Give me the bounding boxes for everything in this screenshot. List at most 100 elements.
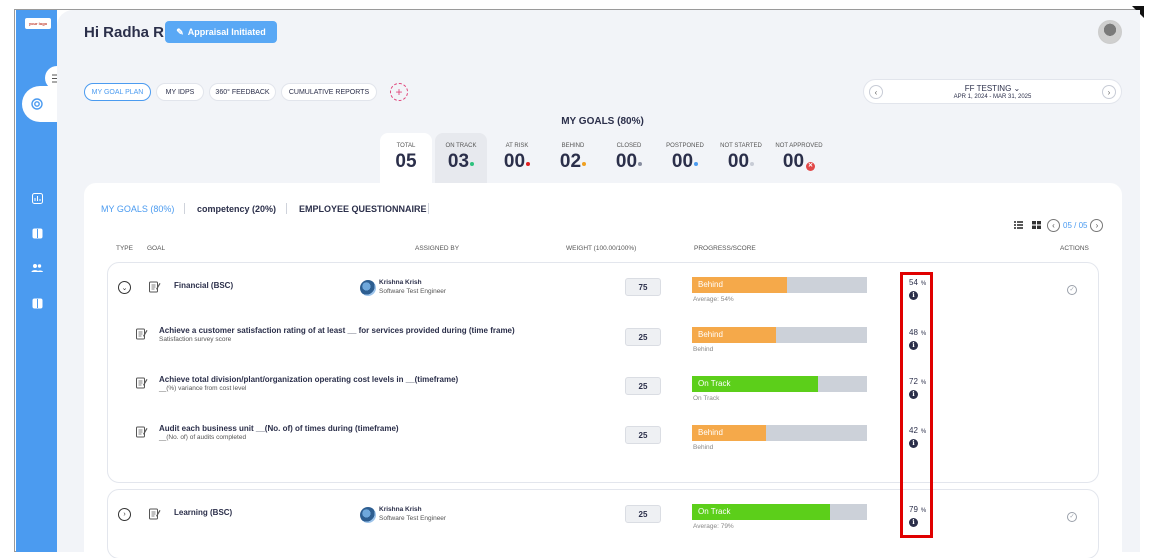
info-icon[interactable]: i xyxy=(909,518,918,527)
goal-measure: Satisfaction survey score xyxy=(159,336,232,343)
goal-group-card xyxy=(107,489,1099,558)
stat-label: NOT APPROVED xyxy=(775,143,823,149)
stat-value: 00 xyxy=(603,151,655,173)
stat-label: CLOSED xyxy=(616,143,642,149)
next-period-chevron-icon[interactable]: › xyxy=(1102,85,1116,99)
stat-postponed[interactable]: POSTPONED 00 xyxy=(659,133,711,183)
expand-chevron-icon[interactable]: › xyxy=(118,508,131,521)
stat-behind[interactable]: BEHIND 02 xyxy=(547,133,599,183)
goal-name[interactable]: Achieve a customer satisfaction rating o… xyxy=(159,326,515,335)
grid-view-icon[interactable] xyxy=(1032,221,1041,229)
edit-icon: ✎ xyxy=(176,26,184,37)
info-icon[interactable]: i xyxy=(909,291,918,300)
stat-number: 00 xyxy=(671,151,694,172)
progress-fill: Behind xyxy=(692,277,787,293)
goal-clipboard-icon xyxy=(135,376,149,390)
add-tab-plus-icon[interactable]: + xyxy=(390,83,408,101)
divider xyxy=(286,203,287,214)
stat-value: 03 xyxy=(435,151,487,173)
prev-page-chevron-icon[interactable]: ‹ xyxy=(1047,218,1060,232)
info-icon[interactable]: i xyxy=(909,439,918,448)
goal-group-name[interactable]: Learning (BSC) xyxy=(174,508,233,517)
info-icon[interactable]: i xyxy=(909,341,918,350)
book-icon[interactable] xyxy=(31,227,43,239)
section-title: MY GOALS (80%) xyxy=(561,116,644,127)
goal-name[interactable]: Achieve total division/plant/organizatio… xyxy=(159,375,459,384)
team-icon[interactable] xyxy=(31,262,43,274)
assignee-role: Software Test Engineer xyxy=(379,288,447,295)
column-progress: PROGRESS/SCORE xyxy=(694,245,756,252)
stat-value: 00 xyxy=(715,151,767,173)
stat-on-track[interactable]: ON TRACK 03 xyxy=(435,133,487,183)
stat-value: 00 xyxy=(491,151,543,173)
progress-fill: Behind xyxy=(692,425,766,441)
tab-my-idps[interactable]: MY IDPS xyxy=(156,83,204,101)
period-selector[interactable]: ‹ FF TESTING ⌄ APR 1, 2024 - MAR 31, 202… xyxy=(863,79,1122,104)
progress-bar: Behind xyxy=(692,277,867,293)
goal-clipboard-icon xyxy=(148,280,162,294)
divider xyxy=(184,203,185,214)
column-weight: WEIGHT (100.00/100%) xyxy=(566,245,637,252)
logo: your logo xyxy=(25,18,51,29)
progress-note: Average: 79% xyxy=(693,523,734,530)
assignee-avatar xyxy=(360,507,376,523)
user-avatar[interactable] xyxy=(1098,20,1122,44)
score-percent: 42% xyxy=(909,426,926,435)
score-value: 79 xyxy=(909,505,918,514)
progress-bar: On Track xyxy=(692,376,867,392)
stat-number: 00 xyxy=(503,151,526,172)
tab-my-goal-plan[interactable]: MY GOAL PLAN xyxy=(84,83,151,101)
prev-period-chevron-icon[interactable]: ‹ xyxy=(869,85,883,99)
subtab-employee-questionnaire[interactable]: EMPLOYEE QUESTIONNAIRE xyxy=(299,204,427,214)
goal-measure: __(%) variance from cost level xyxy=(159,385,247,392)
collapse-chevron-icon[interactable]: ⌄ xyxy=(118,281,131,294)
next-page-chevron-icon[interactable]: › xyxy=(1090,218,1104,232)
reports-icon[interactable] xyxy=(31,192,43,204)
score-value: 54 xyxy=(909,278,918,287)
subtab-my-goals[interactable]: MY GOALS (80%) xyxy=(101,204,175,214)
stat-number: 00 xyxy=(782,151,805,172)
tab-360-feedback[interactable]: 360° FEEDBACK xyxy=(209,83,276,101)
goal-name[interactable]: Audit each business unit __(No. of) of t… xyxy=(159,424,399,433)
progress-fill: On Track xyxy=(692,376,818,392)
not-approved-x-icon: ✕ xyxy=(806,162,816,171)
period-name[interactable]: FF TESTING ⌄ xyxy=(964,84,1021,93)
list-view-icon[interactable] xyxy=(1014,221,1023,229)
greeting: Hi Radha R xyxy=(84,24,165,41)
period-dates: APR 1, 2024 - MAR 31, 2025 xyxy=(953,94,1032,100)
score-percent: 54% xyxy=(909,278,926,287)
tab-cumulative-reports[interactable]: CUMULATIVE REPORTS xyxy=(281,83,377,101)
weight-value: 75 xyxy=(625,278,661,296)
appraisal-status-button[interactable]: ✎ Appraisal Initiated xyxy=(165,21,277,43)
progress-fill: On Track xyxy=(692,504,831,520)
assignee-name: Krishna Krish xyxy=(379,506,422,513)
status-dot-icon xyxy=(750,162,755,166)
goal-clipboard-icon xyxy=(148,507,162,521)
stat-not-approved[interactable]: NOT APPROVED 00 ✕ xyxy=(771,133,827,183)
pagination: ‹ 05 / 05 › xyxy=(1047,218,1109,232)
document-icon[interactable] xyxy=(31,297,43,309)
stat-label: NOT STARTED xyxy=(720,143,762,149)
percent-sign: % xyxy=(920,281,927,287)
complete-check-icon[interactable]: ✓ xyxy=(1067,285,1077,295)
stat-value: 00 xyxy=(659,151,711,173)
stat-total[interactable]: TOTAL 05 xyxy=(380,133,432,183)
stat-not-started[interactable]: NOT STARTED 00 xyxy=(715,133,767,183)
score-percent: 48% xyxy=(909,328,926,337)
stat-label: POSTPONED xyxy=(666,143,704,149)
progress-note: Average: 54% xyxy=(693,296,734,303)
stat-at-risk[interactable]: AT RISK 00 xyxy=(491,133,543,183)
goal-clipboard-icon xyxy=(135,327,149,341)
percent-sign: % xyxy=(920,380,927,386)
info-icon[interactable]: i xyxy=(909,390,918,399)
subtab-competency[interactable]: competency (20%) xyxy=(197,204,277,214)
status-dot-icon xyxy=(526,162,531,166)
percent-sign: % xyxy=(920,331,927,337)
stat-label: ON TRACK xyxy=(445,143,477,149)
complete-check-icon[interactable]: ✓ xyxy=(1067,512,1077,522)
stat-label: BEHIND xyxy=(561,143,585,149)
stat-closed[interactable]: CLOSED 00 xyxy=(603,133,655,183)
goal-group-name[interactable]: Financial (BSC) xyxy=(174,281,234,290)
goals-target-icon[interactable] xyxy=(25,92,49,116)
